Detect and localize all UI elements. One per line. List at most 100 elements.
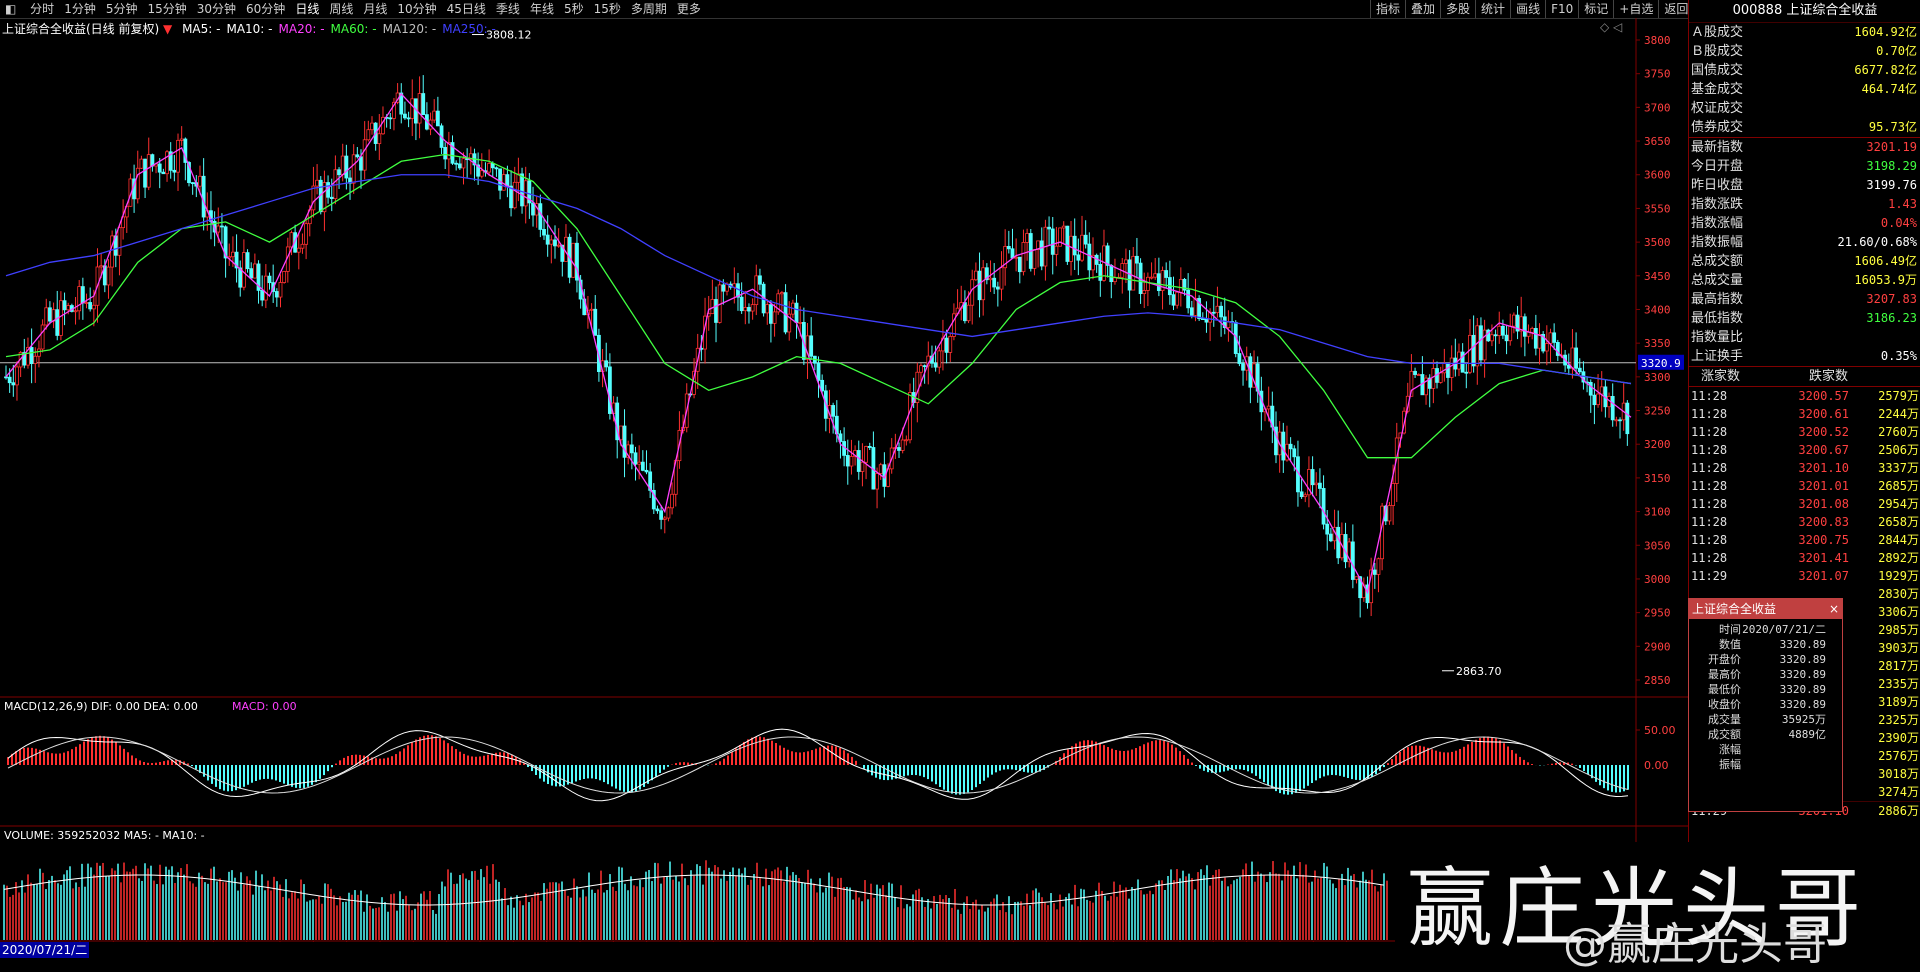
candle-body [249, 268, 254, 279]
candle-body [1292, 448, 1297, 458]
candle-body [187, 162, 191, 184]
popup-row-label: 最高价 [1708, 668, 1741, 681]
period-0[interactable]: 分时 [30, 2, 55, 16]
right-tool-5[interactable]: F10 [1545, 0, 1578, 18]
candle-body [831, 405, 836, 417]
quote-value: 3186.23 [1866, 311, 1917, 325]
candle-body [498, 168, 502, 191]
arrow-down-icon[interactable]: ▼ [163, 22, 173, 36]
candle-body [827, 405, 832, 419]
panel-title: 000888 上证综合全收益 [1689, 0, 1920, 23]
quote-label: 最高指数 [1691, 292, 1744, 307]
tick-volume: 2954万 [1878, 497, 1919, 511]
panel-toggle-icon[interactable]: ◧ [5, 2, 17, 16]
quote-label: 今日开盘 [1691, 159, 1744, 174]
candle-body [234, 251, 239, 269]
candle-body [1530, 328, 1535, 333]
tick-price: 3201.07 [1798, 569, 1849, 583]
tick-row: 11:28 3200.57 2579万 [1689, 387, 1920, 405]
right-tool-6[interactable]: 标记 [1578, 0, 1613, 18]
period-1[interactable]: 1分钟 [64, 2, 96, 16]
right-tool-2[interactable]: 多股 [1440, 0, 1475, 18]
candle-body [1036, 240, 1040, 250]
tick-row: 11:28 3200.52 2760万 [1689, 423, 1920, 441]
period-12[interactable]: 年线 [529, 2, 554, 16]
turnover-label: 权证成交 [1691, 101, 1744, 116]
tick-volume: 2506万 [1878, 443, 1919, 457]
candle-body [973, 270, 978, 281]
y-tick-label: 3400 [1644, 303, 1671, 316]
period-7[interactable]: 周线 [329, 2, 354, 16]
candle-body [977, 270, 982, 301]
data-window-popup: 上证综合全收益 × 时间 2020/07/21/二 数值 3320.89 开盘价 3320… [1688, 598, 1843, 812]
candle-body [355, 154, 360, 158]
candle-body [1222, 316, 1227, 328]
candle-body [1490, 334, 1494, 342]
period-2[interactable]: 5分钟 [105, 2, 138, 16]
candle-body [809, 335, 814, 357]
tick-list[interactable]: 11:28 3200.57 2579万 11:28 3200.61 2244万 11:28 3… [1689, 387, 1920, 585]
right-tool-8[interactable]: 返回 [1658, 0, 1693, 18]
candle-body [948, 336, 953, 353]
candle-body [984, 267, 989, 281]
candle-body [1006, 246, 1011, 250]
candle-body [172, 169, 177, 173]
candle-body [1153, 273, 1158, 278]
candle-body [1047, 226, 1051, 230]
candle-body [91, 304, 96, 310]
candle-body [1438, 372, 1443, 383]
candle-body [311, 185, 316, 211]
candle-body [1072, 235, 1077, 256]
candle-body [1299, 491, 1304, 498]
candle-body [1109, 264, 1114, 283]
right-tool-7[interactable]: +自选 [1613, 0, 1658, 18]
candle-body [33, 355, 38, 364]
period-13[interactable]: 5秒 [563, 2, 584, 16]
candle-body [571, 242, 576, 278]
popup-row: 收盘价 3320.89 [1689, 697, 1842, 712]
candle-body [644, 469, 649, 473]
candle-body [117, 227, 122, 256]
zoom-icons[interactable]: ◇ ◁ [1600, 20, 1623, 34]
period-11[interactable]: 季线 [495, 2, 520, 16]
y-tick-label: 2950 [1644, 607, 1671, 620]
candle-body [1274, 426, 1278, 456]
popup-row-label: 成交量 [1708, 713, 1741, 726]
period-9[interactable]: 10分钟 [397, 2, 437, 16]
period-6[interactable]: 日线 [295, 2, 320, 16]
turnover-value: 0.70亿 [1876, 44, 1917, 58]
period-4[interactable]: 30分钟 [196, 2, 237, 16]
candle-body [44, 307, 49, 326]
right-tool-3[interactable]: 统计 [1475, 0, 1510, 18]
right-tool-0[interactable]: 指标 [1370, 0, 1405, 18]
right-tool-4[interactable]: 画线 [1510, 0, 1545, 18]
dea-line [7, 736, 1629, 794]
tick-volume: 2244万 [1878, 407, 1919, 421]
macd-value: MACD: 0.00 [232, 700, 297, 713]
popup-row-value: 4889亿 [1788, 728, 1827, 741]
chart-canvas[interactable]: 3800 3750 3700 3650 3600 3550 3500 3450 3400 3350… [0, 18, 1688, 942]
candle-body [1193, 298, 1198, 316]
candle-body [216, 225, 221, 233]
candle-body [875, 473, 879, 490]
right-tool-1[interactable]: 叠加 [1405, 0, 1440, 18]
period-3[interactable]: 15分钟 [147, 2, 187, 16]
candle-body [282, 271, 287, 283]
period-14[interactable]: 15秒 [593, 2, 621, 16]
period-16[interactable]: 更多 [676, 2, 701, 16]
candle-body [995, 286, 1000, 290]
quote-value: 3207.83 [1866, 292, 1917, 306]
period-5[interactable]: 60分钟 [246, 2, 286, 16]
candle-body [816, 362, 821, 381]
tick-price: 3200.57 [1798, 389, 1849, 403]
close-icon[interactable]: × [1828, 602, 1839, 616]
candle-body [1032, 249, 1037, 269]
period-10[interactable]: 45日线 [446, 2, 486, 16]
candle-body [1464, 371, 1469, 374]
period-15[interactable]: 多周期 [630, 2, 667, 16]
period-8[interactable]: 月线 [363, 2, 388, 16]
candle-body [1105, 245, 1110, 266]
quote-value: 21.60/0.68% [1837, 235, 1917, 249]
candle-body [531, 202, 535, 216]
tick-volume: 3274万 [1878, 785, 1919, 799]
